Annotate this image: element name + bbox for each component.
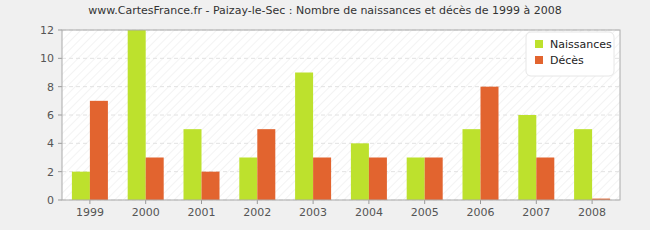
bar bbox=[369, 158, 387, 201]
bar bbox=[425, 158, 443, 201]
x-tick-label: 2006 bbox=[467, 206, 495, 219]
y-tick bbox=[58, 200, 62, 201]
bar bbox=[481, 87, 499, 200]
bar bbox=[407, 158, 425, 201]
bar bbox=[463, 129, 481, 200]
x-tick-label: 2008 bbox=[578, 206, 606, 219]
x-tick-label: 2000 bbox=[132, 206, 160, 219]
bar bbox=[295, 73, 313, 201]
x-tick-label: 1999 bbox=[76, 206, 104, 219]
y-tick bbox=[58, 58, 62, 59]
x-tick-label: 2007 bbox=[522, 206, 550, 219]
plot-area bbox=[62, 30, 620, 200]
y-tick bbox=[58, 143, 62, 144]
y-tick-label: 8 bbox=[47, 81, 54, 94]
bar bbox=[574, 129, 592, 200]
x-tick-label: 2005 bbox=[411, 206, 439, 219]
legend-label: Décès bbox=[550, 54, 584, 67]
bar bbox=[184, 129, 202, 200]
legend-swatch bbox=[535, 40, 543, 48]
bar bbox=[146, 158, 164, 201]
x-tick bbox=[368, 200, 369, 204]
y-tick-label: 0 bbox=[47, 194, 54, 207]
x-tick-label: 2004 bbox=[355, 206, 383, 219]
y-tick-label: 2 bbox=[47, 166, 54, 179]
bar bbox=[239, 158, 257, 201]
x-tick-label: 2003 bbox=[299, 206, 327, 219]
y-tick bbox=[58, 115, 62, 116]
y-tick bbox=[58, 30, 62, 31]
bar bbox=[536, 158, 554, 201]
bar bbox=[313, 158, 331, 201]
y-tick-label: 10 bbox=[40, 52, 54, 65]
y-tick-label: 4 bbox=[47, 137, 54, 150]
y-tick-label: 12 bbox=[40, 24, 54, 37]
y-tick bbox=[58, 171, 62, 172]
x-tick bbox=[89, 200, 90, 204]
x-tick bbox=[480, 200, 481, 204]
bar bbox=[202, 172, 220, 200]
bar bbox=[518, 115, 536, 200]
title: www.CartesFrance.fr - Paizay-le-Sec : No… bbox=[88, 4, 561, 17]
x-tick bbox=[536, 200, 537, 204]
x-tick bbox=[313, 200, 314, 204]
legend-swatch bbox=[535, 56, 543, 64]
x-tick bbox=[424, 200, 425, 204]
background bbox=[0, 0, 650, 230]
bar bbox=[72, 172, 90, 200]
x-tick bbox=[257, 200, 258, 204]
legend-box bbox=[526, 32, 614, 76]
y-tick bbox=[58, 86, 62, 87]
x-tick-label: 2002 bbox=[243, 206, 271, 219]
x-tick bbox=[201, 200, 202, 204]
x-tick bbox=[592, 200, 593, 204]
legend-label: Naissances bbox=[550, 38, 612, 51]
x-tick bbox=[145, 200, 146, 204]
bar bbox=[128, 30, 146, 200]
bar bbox=[90, 101, 108, 200]
y-tick-label: 6 bbox=[47, 109, 54, 122]
plot-frame bbox=[62, 30, 620, 200]
bar bbox=[351, 143, 369, 200]
x-tick-label: 2001 bbox=[188, 206, 216, 219]
chart: www.CartesFrance.fr - Paizay-le-Sec : No… bbox=[0, 0, 650, 230]
bar bbox=[257, 129, 275, 200]
